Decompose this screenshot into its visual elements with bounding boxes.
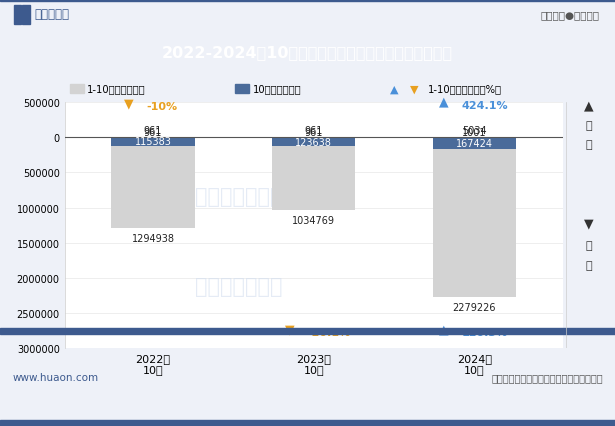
Bar (235, 85, 249, 93)
Bar (14, 6, 21, 25)
Bar (111, 138, 195, 229)
Bar (22, 6, 30, 25)
Text: 资料来源：中国海关，华经产业研究院整理: 资料来源：中国海关，华经产业研究院整理 (491, 372, 603, 383)
Bar (0, 328, 615, 334)
Text: ▼: ▼ (584, 217, 593, 230)
Text: 口: 口 (585, 260, 592, 270)
Text: 出: 出 (585, 121, 592, 130)
Text: 961: 961 (144, 126, 162, 135)
Bar (0, 0, 615, 3)
Text: 口: 口 (585, 140, 592, 150)
Bar (272, 138, 355, 147)
Text: 华经产业研究院: 华经产业研究院 (195, 277, 283, 297)
Text: 961: 961 (304, 126, 323, 135)
Bar (111, 138, 195, 146)
Text: 1001: 1001 (462, 127, 486, 138)
Text: 961: 961 (144, 127, 162, 138)
Text: 115383: 115383 (135, 137, 172, 147)
Text: 167424: 167424 (456, 139, 493, 149)
Text: 2279226: 2279226 (453, 302, 496, 313)
Text: 华经情报网: 华经情报网 (34, 8, 69, 21)
Text: ▼: ▼ (410, 84, 419, 94)
Text: 5034: 5034 (462, 126, 486, 135)
Text: 1294938: 1294938 (132, 233, 175, 244)
Text: 961: 961 (304, 127, 323, 138)
Text: ▲: ▲ (439, 322, 448, 336)
Text: 进: 进 (585, 241, 592, 250)
Text: 1-10月（千美元）: 1-10月（千美元） (87, 84, 146, 94)
Text: 专业严谨●客观科学: 专业严谨●客观科学 (541, 10, 600, 20)
Text: ▲: ▲ (391, 84, 399, 94)
Text: ▼: ▼ (124, 97, 133, 110)
Text: ▲: ▲ (439, 95, 448, 109)
Bar (0, 420, 615, 426)
Text: -10%: -10% (146, 102, 178, 112)
Text: 2022-2024年10月成都高新西园综合保税区进、出口额: 2022-2024年10月成都高新西园综合保税区进、出口额 (162, 45, 453, 60)
Text: 123638: 123638 (295, 138, 332, 147)
Bar (432, 138, 516, 150)
Text: 120.3%: 120.3% (461, 328, 507, 338)
Text: 1034769: 1034769 (292, 216, 335, 225)
Bar (69, 85, 84, 93)
Bar (272, 138, 355, 210)
Text: www.huaon.com: www.huaon.com (12, 372, 98, 383)
Text: 10月（千美元）: 10月（千美元） (253, 84, 301, 94)
Text: ▼: ▼ (285, 322, 295, 336)
Text: ▲: ▲ (584, 99, 593, 112)
Text: -20.1%: -20.1% (308, 328, 351, 338)
Text: 424.1%: 424.1% (461, 101, 508, 110)
Bar (432, 138, 516, 298)
Text: 华经产业研究院: 华经产业研究院 (195, 186, 283, 206)
Text: 1-10月同比增速（%）: 1-10月同比增速（%） (428, 84, 502, 94)
